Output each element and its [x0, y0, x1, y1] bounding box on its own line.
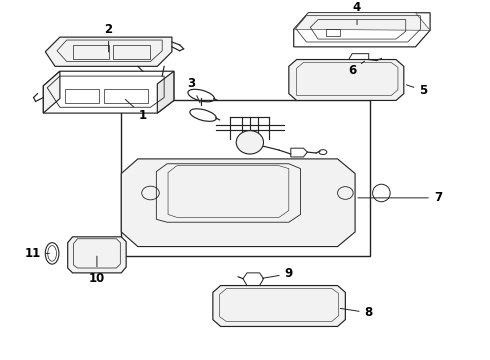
Polygon shape: [45, 37, 172, 66]
Polygon shape: [157, 71, 174, 113]
Polygon shape: [121, 159, 355, 247]
Polygon shape: [294, 13, 430, 47]
Polygon shape: [68, 237, 126, 273]
Text: 4: 4: [353, 1, 361, 24]
Polygon shape: [43, 71, 174, 113]
Text: 10: 10: [89, 256, 105, 285]
Text: 1: 1: [125, 99, 147, 122]
Text: 7: 7: [358, 192, 442, 204]
Text: 2: 2: [104, 23, 113, 52]
Polygon shape: [43, 71, 60, 113]
Polygon shape: [213, 285, 345, 327]
Text: 9: 9: [262, 267, 293, 280]
Text: 11: 11: [24, 247, 49, 260]
Ellipse shape: [236, 131, 264, 154]
Text: 3: 3: [187, 77, 200, 103]
Text: 6: 6: [348, 61, 365, 77]
Polygon shape: [294, 13, 430, 30]
Polygon shape: [289, 59, 404, 100]
Text: 5: 5: [406, 84, 427, 97]
Bar: [121, 100, 369, 256]
Text: 8: 8: [340, 306, 373, 319]
